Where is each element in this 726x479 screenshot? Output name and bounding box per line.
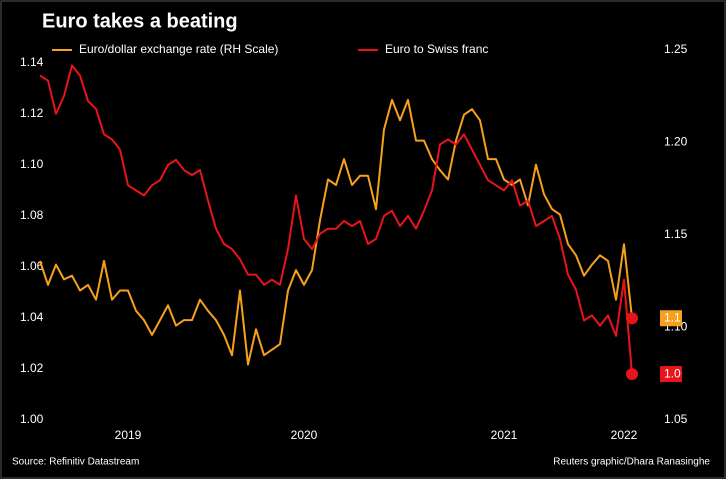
legend-label: Euro/dollar exchange rate (RH Scale) xyxy=(79,42,278,56)
y2-tick-label: 1.25 xyxy=(664,42,688,56)
x-tick-label: 2022 xyxy=(611,428,638,442)
y-tick-label: 1.06 xyxy=(20,259,44,273)
y2-tick-label: 1.05 xyxy=(664,412,688,426)
y-tick-label: 1.08 xyxy=(20,208,44,222)
y-tick-label: 1.02 xyxy=(20,361,44,375)
x-tick-label: 2020 xyxy=(291,428,318,442)
credit: Reuters graphic/Dhara Ranasinghe xyxy=(553,457,710,468)
series-line xyxy=(39,64,633,375)
end-dot xyxy=(626,368,638,381)
y2-tick-label: 1.15 xyxy=(664,227,688,241)
source: Source: Refinitiv Datastream xyxy=(12,457,139,468)
end-label-box xyxy=(660,310,682,327)
end-label-box xyxy=(660,366,682,383)
y-tick-label: 1.10 xyxy=(20,157,44,171)
series-line xyxy=(39,98,633,366)
legend-label: Euro to Swiss franc xyxy=(385,42,488,56)
y-tick-label: 1.00 xyxy=(20,412,44,426)
y-tick-label: 1.12 xyxy=(20,106,44,120)
chart-title: Euro takes a beating xyxy=(42,10,238,32)
x-tick-label: 2019 xyxy=(115,428,142,442)
y-tick-label: 1.14 xyxy=(20,55,44,69)
end-dot xyxy=(626,312,638,325)
end-label: 1.1 xyxy=(664,310,681,324)
y-tick-label: 1.04 xyxy=(20,310,44,324)
y2-tick-label: 1.20 xyxy=(664,135,688,149)
end-label: 1.0 xyxy=(664,366,681,380)
x-tick-label: 2021 xyxy=(491,428,518,442)
